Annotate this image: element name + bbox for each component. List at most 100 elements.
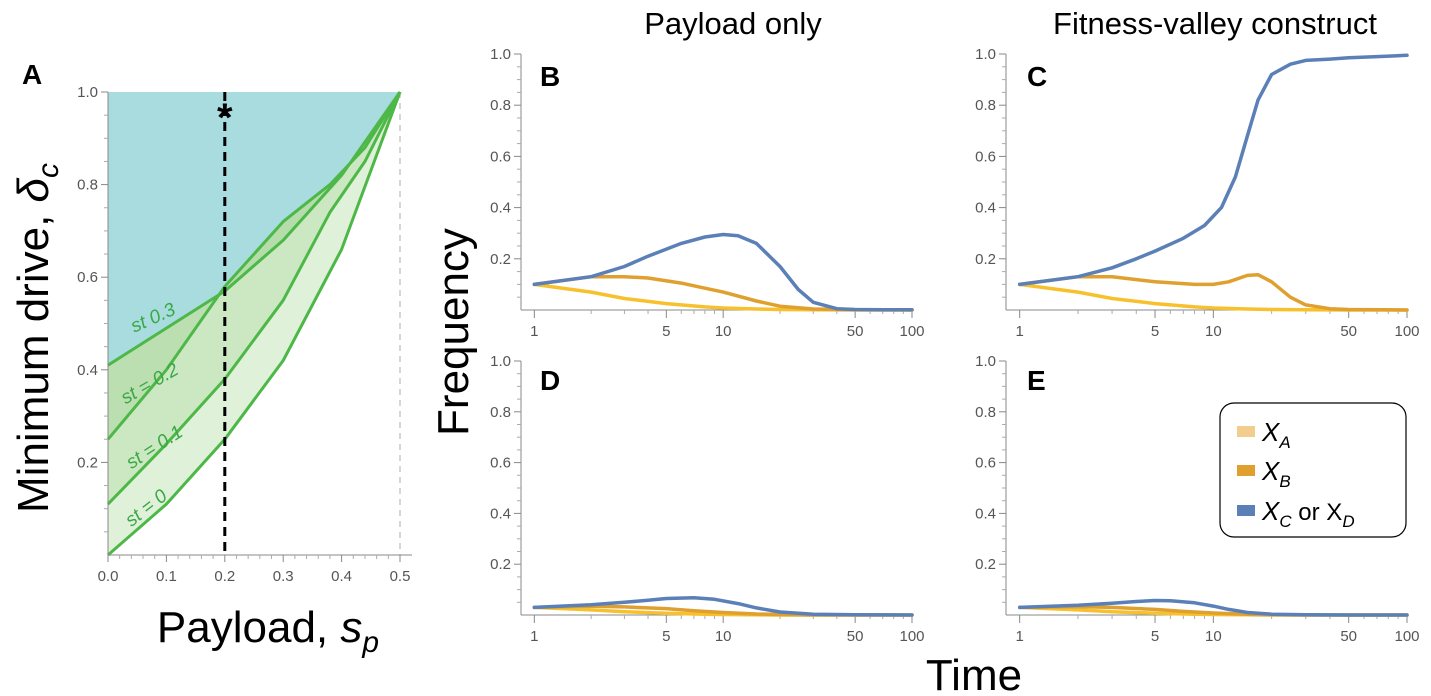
panel-a-x-tick-label: 0.5 [390, 568, 411, 585]
panel-a-x-tick-label: 0.3 [273, 568, 294, 585]
panel-b-x-tick-label: 10 [715, 323, 732, 340]
panel-c-y-tick-label: 0.6 [975, 148, 996, 165]
panel-b-series-xb [532, 274, 914, 312]
panel-letter-b: B [540, 61, 560, 92]
panel-c-x-tick-label: 1 [1015, 323, 1023, 340]
panel-d-y-tick-label: 1.0 [490, 353, 511, 370]
legend: XA XB XC or XD [1219, 402, 1407, 538]
panel-d-x-tick-label: 10 [715, 628, 732, 645]
column-title-payload-only: Payload only [644, 6, 822, 41]
panel-c-y-tick-label: 0.4 [975, 200, 996, 217]
panel-a: * 0.0 0.1 0.2 0.3 0.4 0.50.20.40.60.81.0 st =… [77, 84, 412, 585]
panel-e-series-xc [1017, 598, 1409, 617]
panel-a-ylabel-subscript: c [32, 163, 65, 178]
panel-a-xlabel-subscript: p [361, 626, 379, 659]
panel-letter-d: D [540, 365, 560, 396]
contour-st-0 [107, 91, 402, 557]
panel-a-y-tick-label: 0.6 [77, 269, 98, 286]
panel-c: 0.2 0.4 0.6 0.8 1.0 1 5 10 50 100 [975, 46, 1419, 340]
panel-c-x-tick-label: 100 [1394, 323, 1419, 340]
contour-st-0.1 [106, 91, 402, 506]
panel-e-x-tick-label: 5 [1151, 628, 1159, 645]
panel-c-series-xc [1017, 53, 1409, 287]
panel-a-y-tick-label: 1.0 [77, 84, 98, 101]
panel-d-y-tick-label: 0.2 [490, 556, 511, 573]
y-axis-label-frequency: Frequency [429, 228, 478, 436]
panel-e-y-tick-label: 1.0 [975, 353, 996, 370]
panel-e-y-tick-label: 0.2 [975, 556, 996, 573]
panel-e-x-tick-label: 10 [1205, 628, 1222, 645]
panel-c-y-tick-label: 0.2 [975, 251, 996, 268]
panel-a-axes: 0.0 0.1 0.2 0.3 0.4 0.5 0.2 0.4 0.6 0.8 1.0 [77, 84, 412, 585]
panel-a-x-axis-label: Payload, sp [157, 603, 379, 659]
panel-d-x-tick-label: 100 [899, 628, 924, 645]
panel-b: 0.2 0.4 0.6 0.8 1.0 1 5 10 50 100 [490, 46, 924, 340]
panel-e: 0.2 0.4 0.6 0.8 1.0 1 5 10 50 100 [975, 353, 1419, 645]
panel-a-y-tick-label: 0.2 [77, 454, 98, 471]
panel-d-series-xc [532, 595, 914, 617]
panel-b-y-tick-label: 0.6 [490, 148, 511, 165]
legend-label-xc: XC or XD [1261, 496, 1355, 531]
panel-d-y-tick-label: 0.4 [490, 505, 511, 522]
panel-a-x-tick-label: 0.0 [98, 568, 119, 585]
panel-b-x-tick-label: 50 [847, 323, 864, 340]
panel-a-y-axis-label: Minimum drive, δc [9, 163, 65, 513]
panel-d-x-tick-label: 1 [530, 628, 538, 645]
legend-box [1219, 402, 1407, 538]
panel-c-x-tick-label: 10 [1205, 323, 1222, 340]
panel-b-x-tick-label: 1 [530, 323, 538, 340]
legend-swatch-xa [1237, 426, 1255, 437]
legend-label-xb: XB [1261, 456, 1291, 491]
panel-a-xlabel-symbol: s [340, 603, 362, 652]
panel-e-x-tick-label: 100 [1394, 628, 1419, 645]
panel-letter-e: E [1027, 365, 1046, 396]
panel-b-y-tick-label: 1.0 [490, 46, 511, 63]
panel-d: 0.2 0.4 0.6 0.8 1.0 1 5 10 50 100 [490, 353, 924, 645]
region-above-st-0.3 [108, 92, 400, 366]
panel-c-y-tick-label: 0.8 [975, 97, 996, 114]
panel-letter-c: C [1027, 61, 1047, 92]
contour-st-0.2 [106, 91, 402, 441]
asterisk-marker: * [217, 96, 233, 140]
panel-a-ylabel-symbol: δ [9, 177, 58, 202]
panel-b-series-xa [532, 282, 914, 312]
panel-c-x-tick-label: 50 [1340, 323, 1357, 340]
panel-e-x-tick-label: 1 [1015, 628, 1023, 645]
x-axis-label-time: Time [926, 651, 1022, 696]
panel-b-x-tick-label: 100 [899, 323, 924, 340]
panel-a-xlabel-main: Payload, [157, 603, 340, 652]
legend-swatch-xc [1237, 505, 1255, 516]
panel-e-y-tick-label: 0.8 [975, 404, 996, 421]
panel-a-y-tick-label: 0.4 [77, 362, 98, 379]
contour-st-0.3 [107, 91, 402, 367]
panel-e-y-tick-label: 0.4 [975, 505, 996, 522]
panel-b-y-tick-label: 0.8 [490, 97, 511, 114]
panel-a-x-tick-label: 0.2 [214, 568, 235, 585]
panel-e-y-tick-label: 0.6 [975, 455, 996, 472]
panel-e-x-tick-label: 50 [1340, 628, 1357, 645]
panel-b-x-tick-label: 5 [662, 323, 670, 340]
panel-c-series-xa [1017, 282, 1409, 312]
panel-d-y-tick-label: 0.8 [490, 404, 511, 421]
panel-d-x-tick-label: 5 [662, 628, 670, 645]
region-st-band-0 [108, 92, 400, 555]
panel-d-y-tick-label: 0.6 [490, 455, 511, 472]
panel-a-curves: * [106, 91, 402, 557]
legend-label-xa: XA [1261, 417, 1291, 452]
panel-letter-a: A [22, 59, 42, 90]
panel-c-x-tick-label: 5 [1151, 323, 1159, 340]
panel-b-y-tick-label: 0.2 [490, 251, 511, 268]
panel-b-series-xc [532, 232, 914, 312]
panel-b-y-tick-label: 0.4 [490, 200, 511, 217]
column-title-fitness-valley: Fitness-valley construct [1053, 6, 1377, 41]
panel-d-x-tick-label: 50 [847, 628, 864, 645]
panel-c-y-tick-label: 1.0 [975, 46, 996, 63]
panel-a-ylabel-main: Minimum drive, [9, 202, 58, 513]
panel-a-y-tick-label: 0.8 [77, 177, 98, 194]
panel-c-series-xb [1017, 272, 1409, 312]
legend-swatch-xb [1237, 465, 1255, 476]
region-st-band-1 [108, 92, 400, 505]
panel-a-x-tick-label: 0.1 [156, 568, 177, 585]
panel-a-x-tick-label: 0.4 [331, 568, 352, 585]
